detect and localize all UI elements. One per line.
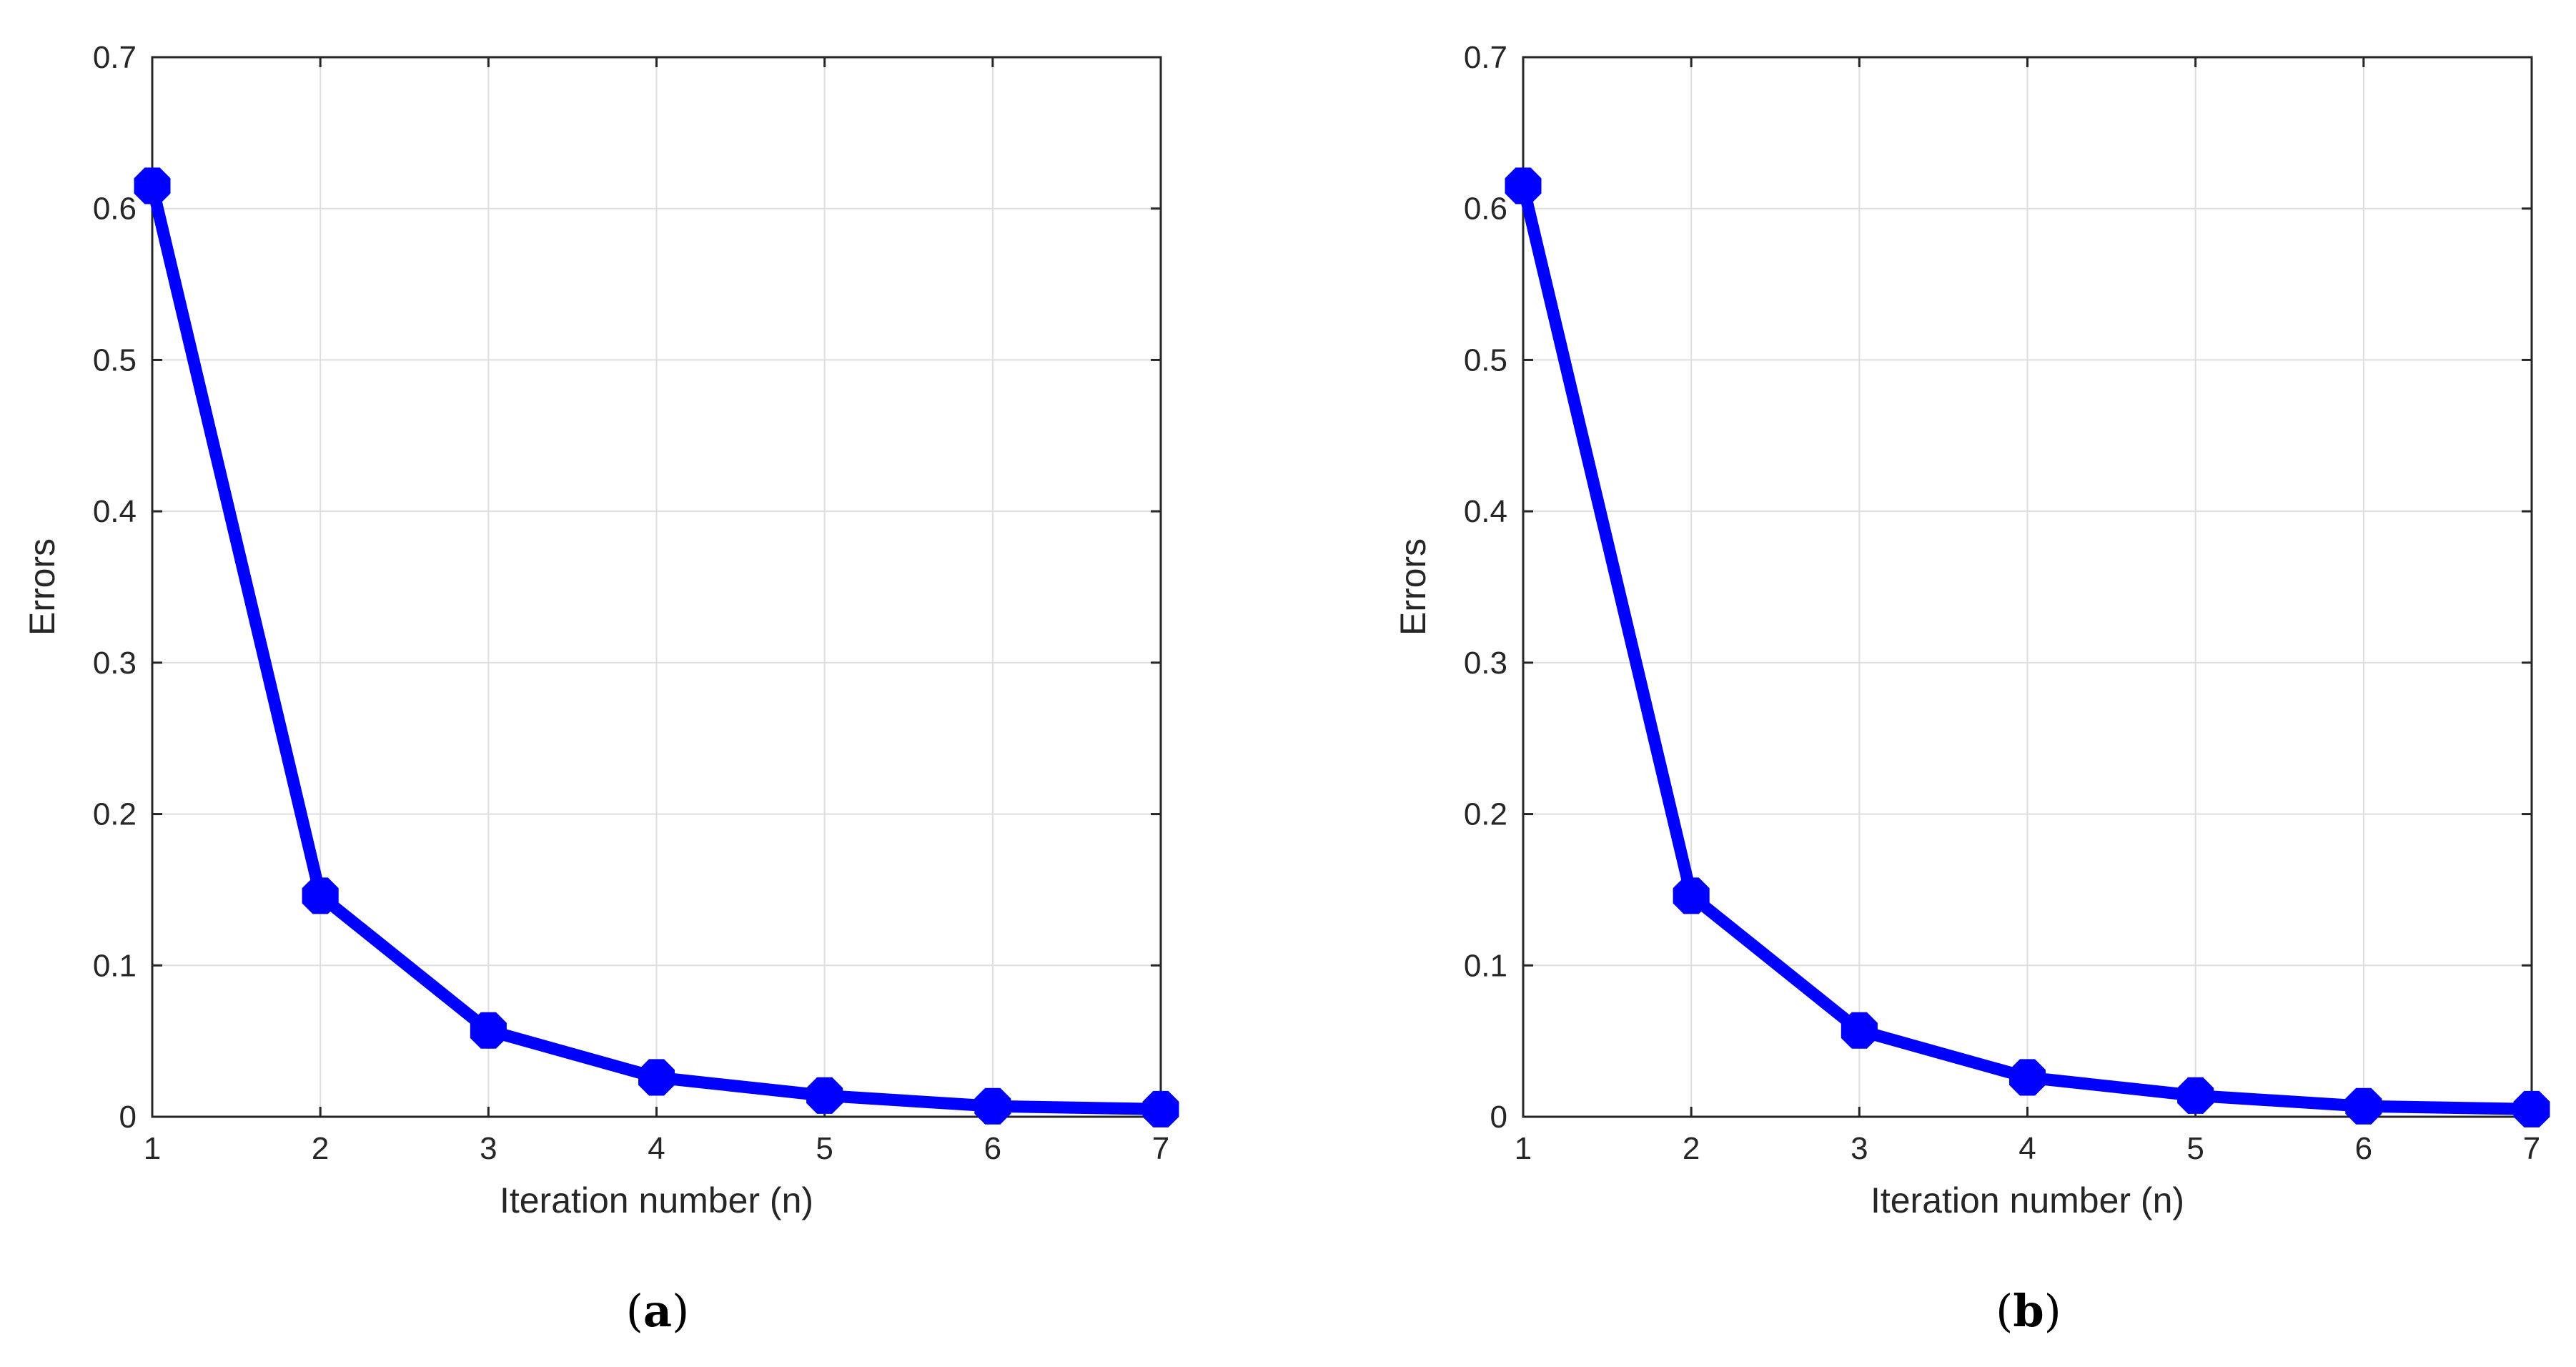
x-axis-title: Iteration number (n) — [500, 1180, 813, 1220]
x-tick-label: 7 — [2523, 1131, 2540, 1166]
x-axis-title: Iteration number (n) — [1871, 1180, 2184, 1220]
y-axis-title: Errors — [1393, 538, 1433, 636]
x-tick-label: 6 — [2355, 1131, 2372, 1166]
y-tick-label: 0 — [119, 1100, 137, 1135]
x-tick-label: 1 — [1515, 1131, 1532, 1166]
data-point — [974, 1087, 1011, 1125]
x-tick-label: 5 — [2186, 1131, 2204, 1166]
data-point — [1673, 877, 1710, 914]
y-tick-label: 0.1 — [93, 948, 137, 983]
y-tick-label: 0.6 — [93, 192, 137, 227]
x-tick-label: 3 — [1851, 1131, 1868, 1166]
x-tick-label: 7 — [1152, 1131, 1169, 1166]
y-tick-label: 0 — [1490, 1100, 1507, 1135]
x-tick-label: 3 — [480, 1131, 497, 1166]
data-point — [2345, 1087, 2382, 1125]
y-tick-label: 0.7 — [93, 40, 137, 75]
panel-a: 1 2 3 4 5 6 7 0 0.1 0.2 0.3 0.4 0.5 0.6 0.7 Iteration n… — [22, 40, 1179, 1220]
y-tick-label: 0.3 — [1464, 646, 1507, 681]
y-tick-label: 0.4 — [1464, 494, 1507, 529]
y-tick-label: 0.2 — [1464, 797, 1507, 832]
x-tick-label: 6 — [984, 1131, 1001, 1166]
data-point — [1505, 167, 1542, 204]
panel-b: 1 2 3 4 5 6 7 0 0.1 0.2 0.3 0.4 0.5 0.6 0.7 Iteration n… — [1393, 40, 2550, 1220]
y-tick-label: 0.1 — [1464, 948, 1507, 983]
x-tick-label: 5 — [816, 1131, 833, 1166]
x-tick-label: 1 — [144, 1131, 161, 1166]
y-tick-label: 0.5 — [1464, 342, 1507, 377]
y-tick-label: 0.7 — [1464, 40, 1507, 75]
caption-a: (a) — [626, 1285, 690, 1337]
data-point — [1142, 1090, 1179, 1127]
data-point — [2177, 1077, 2214, 1114]
y-tick-label: 0.2 — [93, 797, 137, 832]
y-tick-label: 0.6 — [1464, 192, 1507, 227]
data-point — [302, 877, 339, 914]
data-point — [1841, 1012, 1878, 1049]
x-tick-label: 4 — [648, 1131, 665, 1166]
y-tick-label: 0.4 — [93, 494, 137, 529]
data-point — [638, 1059, 675, 1096]
x-tick-label: 2 — [312, 1131, 329, 1166]
data-point — [470, 1012, 507, 1049]
caption-b: (b) — [1996, 1285, 2061, 1337]
y-axis-title: Errors — [22, 538, 62, 636]
data-point — [806, 1077, 843, 1114]
x-tick-label: 4 — [2018, 1131, 2036, 1166]
y-tick-label: 0.5 — [93, 342, 137, 377]
data-point — [2513, 1090, 2550, 1127]
y-tick-label: 0.3 — [93, 646, 137, 681]
data-point — [134, 167, 171, 204]
data-point — [2009, 1059, 2046, 1096]
x-tick-label: 2 — [1683, 1131, 1700, 1166]
